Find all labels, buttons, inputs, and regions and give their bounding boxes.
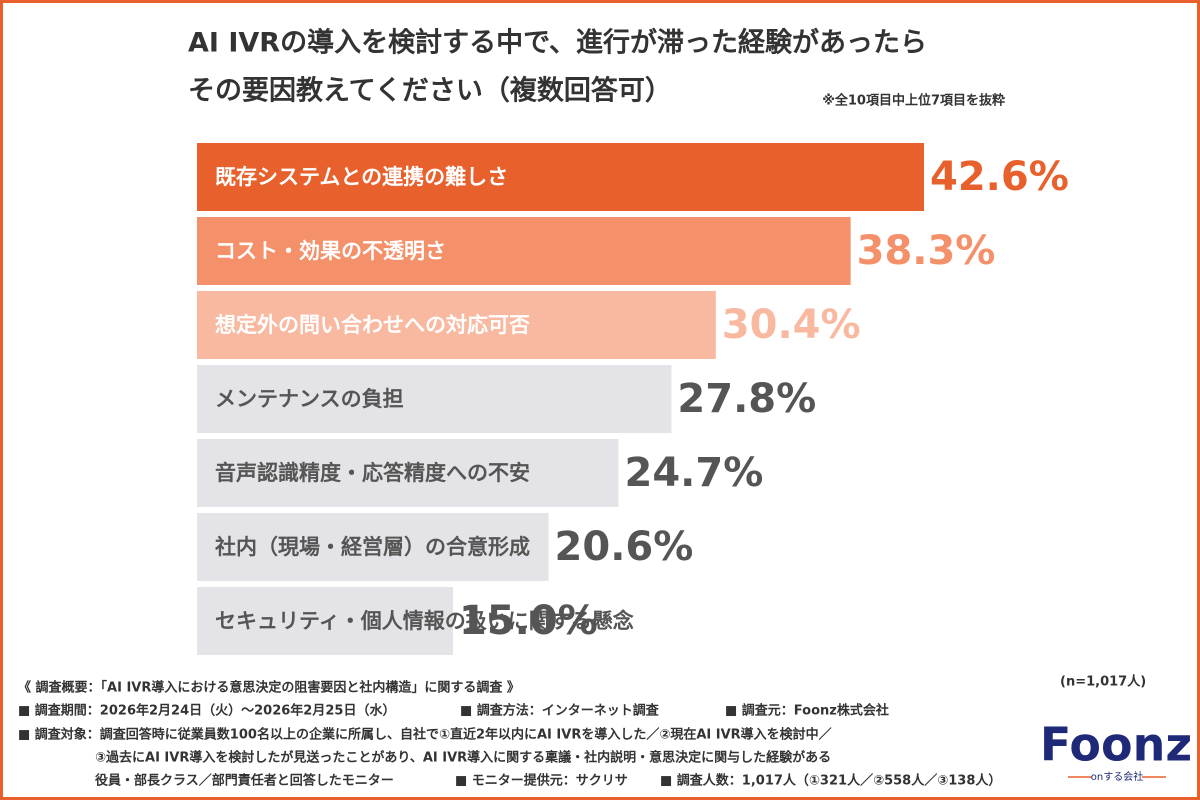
footer-text: ■ 調査方法：インターネット調査 xyxy=(460,703,660,719)
bar xyxy=(197,513,549,581)
value-label: 27.8% xyxy=(677,376,816,422)
bar xyxy=(197,143,924,211)
footer-text: 役員・部長クラス／部門責任者と回答したモニター xyxy=(95,773,394,789)
value-label: 30.4% xyxy=(722,302,861,348)
logo-tagline: onする会社 xyxy=(1091,770,1143,783)
category-label: セキュリティ・個人情報の扱いに関する懸念 xyxy=(215,609,634,633)
footer-text: ■ 調査人数：1,017人（①321人／②558人／③138人） xyxy=(660,773,1001,789)
value-label: 20.6% xyxy=(555,524,694,570)
category-label: 想定外の問い合わせへの対応可否 xyxy=(215,313,530,337)
value-label: 15.0% xyxy=(459,598,598,644)
bar xyxy=(197,217,851,285)
footer-text: ■ 調査期間：2026年2月24日（火）〜2026年2月25日（水） xyxy=(18,703,395,719)
chart-title: その要因教えてください（複数回答可） xyxy=(188,75,672,107)
value-label: 24.7% xyxy=(625,450,764,496)
category-label: 音声認識精度・応答精度への不安 xyxy=(215,461,530,485)
footer-text: ■ 調査対象：調査回答時に従業員数100名以上の企業に所属し、自社で①直近2年以… xyxy=(18,727,832,743)
note: ※全10項目中上位7項目を抜粋 xyxy=(822,93,1005,109)
bar xyxy=(197,365,672,433)
category-label: コスト・効果の不透明さ xyxy=(215,239,446,263)
bar xyxy=(197,587,453,655)
category-label: メンテナンスの負担 xyxy=(215,387,404,411)
logo-name: Foonz xyxy=(1040,718,1192,772)
category-label: 社内（現場・経営層）の合意形成 xyxy=(214,535,530,559)
value-label: 42.6% xyxy=(930,154,1069,200)
footer-text: 《 調査概要：「AI IVR導入における意思決定の阻害要因と社内構造」に関する調… xyxy=(18,680,520,696)
bar xyxy=(197,291,716,359)
bar xyxy=(197,439,619,507)
sample-size: (n=1,017人) xyxy=(1060,674,1146,690)
chart-title: AI IVRの導入を検討する中で、進行が滞った経験があったら xyxy=(188,27,927,59)
category-label: 既存システムとの連携の難しさ xyxy=(215,165,508,189)
footer-text: ■ 調査元：Foonz株式会社 xyxy=(725,703,889,719)
footer-text: ■ モニター提供元：サクリサ xyxy=(455,773,628,789)
footer-text: ③過去にAI IVR導入を検討したが見送ったことがあり、AI IVR導入に関する… xyxy=(95,750,831,766)
value-label: 38.3% xyxy=(857,228,996,274)
